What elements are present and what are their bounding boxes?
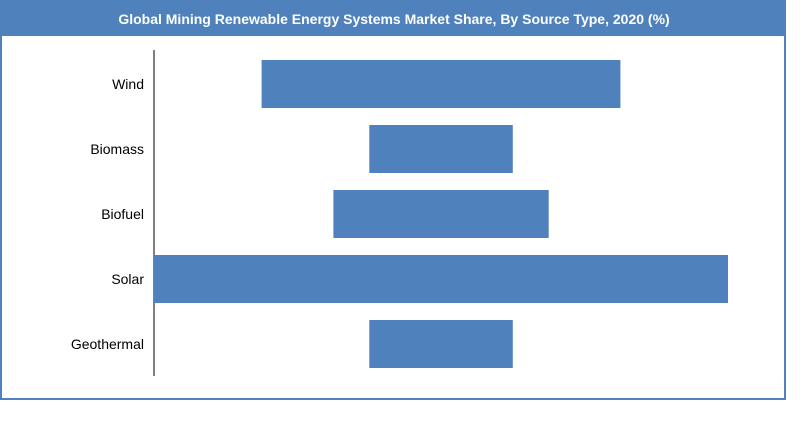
category-label-wind: Wind — [112, 76, 144, 92]
category-label-biofuel: Biofuel — [101, 206, 144, 222]
chart-title: Global Mining Renewable Energy Systems M… — [2, 2, 786, 36]
category-label-solar: Solar — [111, 271, 144, 287]
chart-frame: Global Mining Renewable Energy Systems M… — [0, 0, 786, 400]
bar-biofuel — [333, 190, 549, 238]
bar-biomass — [369, 125, 513, 173]
category-label-geothermal: Geothermal — [71, 336, 144, 352]
category-label-biomass: Biomass — [90, 141, 144, 157]
chart-plot-area: Wind Biomass Biofuel Solar Geothermal — [71, 50, 728, 376]
bar-geothermal — [369, 320, 513, 368]
bar-solar — [154, 255, 728, 303]
bar-wind — [261, 60, 621, 108]
